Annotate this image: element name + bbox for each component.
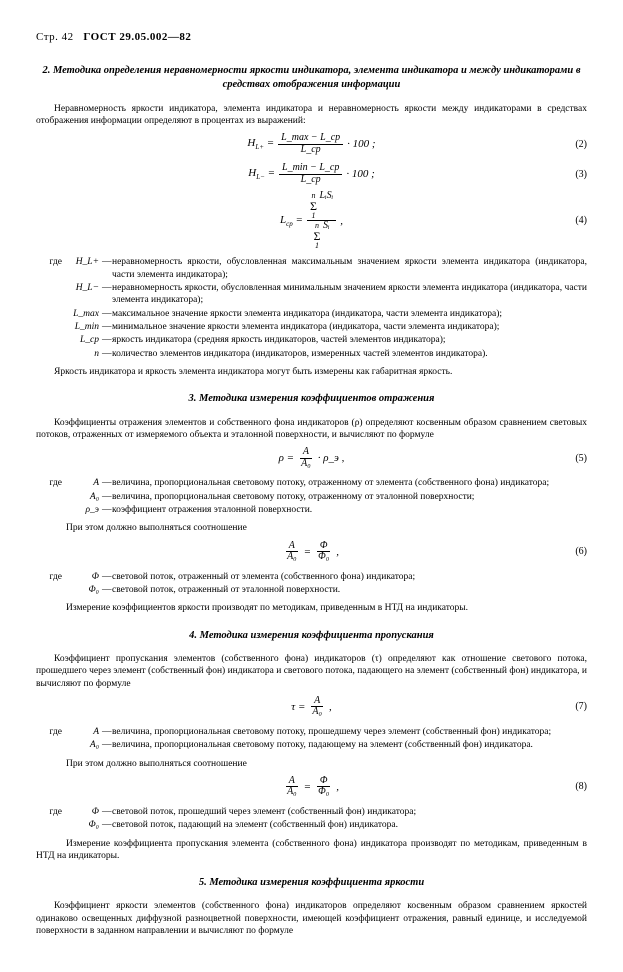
def-lead xyxy=(36,819,65,831)
def-symbol: Φ₀ xyxy=(65,584,102,596)
def-text: величина, пропорциональная световому пот… xyxy=(112,726,587,738)
s5-p1: Коэффициент яркости элементов (собственн… xyxy=(36,900,587,937)
def-symbol: A₀ xyxy=(65,491,102,503)
def-text: количество элементов индикатора (индикат… xyxy=(112,348,587,360)
def-row: A₀—величина, пропорциональная световому … xyxy=(36,739,587,751)
def-lead xyxy=(36,504,65,516)
def-lead xyxy=(36,282,65,307)
def-text: световой поток, отраженный от элемента (… xyxy=(112,571,587,583)
s3-defs2: гдеΦ—световой поток, отраженный от элеме… xyxy=(36,571,587,597)
section-3-title: 3. Методика измерения коэффициентов отра… xyxy=(36,392,587,406)
def-text: коэффициент отражения эталонной поверхно… xyxy=(112,504,587,516)
def-text: максимальное значение яркости элемента и… xyxy=(112,308,587,320)
def-row: гдеH_L+—неравномерность яркости, обуслов… xyxy=(36,256,587,281)
def-symbol: L_min xyxy=(65,321,102,333)
s2-p1: Неравномерность яркости индикатора, элем… xyxy=(36,103,587,128)
eqnum-4: (4) xyxy=(575,214,587,227)
def-lead: где xyxy=(36,571,65,583)
formula-5: ρ = AA₀ · ρ_э , (5) xyxy=(36,445,587,471)
def-row: гдеΦ—световой поток, прошедший через эле… xyxy=(36,806,587,818)
def-lead: где xyxy=(36,256,65,281)
s3-defs1: гдеA—величина, пропорциональная световом… xyxy=(36,477,587,516)
def-row: Φ₀—световой поток, падающий на элемент (… xyxy=(36,819,587,831)
def-lead: где xyxy=(36,806,65,818)
def-text: величина, пропорциональная световому пот… xyxy=(112,739,587,751)
def-text: неравномерность яркости, обусловленная м… xyxy=(112,282,587,307)
def-lead xyxy=(36,739,65,751)
def-symbol: A xyxy=(65,477,102,489)
def-row: гдеA—величина, пропорциональная световом… xyxy=(36,477,587,489)
eqnum-3: (3) xyxy=(575,168,587,181)
def-text: световой поток, прошедший через элемент … xyxy=(112,806,587,818)
def-row: H_L−—неравномерность яркости, обусловлен… xyxy=(36,282,587,307)
def-lead xyxy=(36,348,65,360)
formula-4: Lср = nΣ1 LᵢSᵢ nΣ1 Sᵢ , (4) xyxy=(36,191,587,250)
eqnum-7: (7) xyxy=(575,700,587,713)
formula-2: HL+ = L_max − L_срL_ср · 100 ; (2) xyxy=(36,131,587,157)
formula-8: AA₀ = ΦΦ₀ , (8) xyxy=(36,774,587,800)
def-row: гдеA—величина, пропорциональная световом… xyxy=(36,726,587,738)
def-text: световой поток, отраженный от эталонной … xyxy=(112,584,587,596)
def-lead: где xyxy=(36,726,65,738)
def-text: величина, пропорциональная световому пот… xyxy=(112,491,587,503)
s2-p2: Яркость индикатора и яркость элемента ин… xyxy=(36,366,587,378)
def-symbol: Φ xyxy=(65,806,102,818)
def-row: гдеΦ—световой поток, отраженный от элеме… xyxy=(36,571,587,583)
def-row: L_max—максимальное значение яркости элем… xyxy=(36,308,587,320)
def-row: n—количество элементов индикатора (индик… xyxy=(36,348,587,360)
s3-p3: Измерение коэффициентов яркости производ… xyxy=(36,602,587,614)
s4-p3: Измерение коэффициента пропускания элеме… xyxy=(36,838,587,863)
def-symbol: L_ср xyxy=(65,334,102,346)
formula-7: τ = AA₀ , (7) xyxy=(36,694,587,720)
s3-p2: При этом должно выполняться соотношение xyxy=(36,522,587,534)
formula-6: AA₀ = ΦΦ₀ , (6) xyxy=(36,539,587,565)
def-symbol: L_max xyxy=(65,308,102,320)
section-5-title: 5. Методика измерения коэффициента яркос… xyxy=(36,876,587,890)
def-lead xyxy=(36,321,65,333)
page-header: Стр. 42 ГОСТ 29.05.002—82 xyxy=(36,30,587,44)
def-lead xyxy=(36,491,65,503)
s4-defs1: гдеA—величина, пропорциональная световом… xyxy=(36,726,587,752)
def-row: ρ_э—коэффициент отражения эталонной пове… xyxy=(36,504,587,516)
doc-id: ГОСТ 29.05.002—82 xyxy=(83,31,191,43)
eqnum-6: (6) xyxy=(575,545,587,558)
def-lead: где xyxy=(36,477,65,489)
eqnum-8: (8) xyxy=(575,780,587,793)
def-symbol: A₀ xyxy=(65,739,102,751)
def-symbol: Φ₀ xyxy=(65,819,102,831)
def-row: Φ₀—световой поток, отраженный от эталонн… xyxy=(36,584,587,596)
s4-p2: При этом должно выполняться соотношение xyxy=(36,758,587,770)
def-text: минимальное значение яркости элемента ин… xyxy=(112,321,587,333)
formula-3: HL− = L_min − L_срL_ср · 100 ; (3) xyxy=(36,161,587,187)
s2-defs: гдеH_L+—неравномерность яркости, обуслов… xyxy=(36,256,587,360)
def-row: A₀—величина, пропорциональная световому … xyxy=(36,491,587,503)
def-text: яркость индикатора (средняя яркость инди… xyxy=(112,334,587,346)
s4-defs2: гдеΦ—световой поток, прошедший через эле… xyxy=(36,806,587,832)
eqnum-2: (2) xyxy=(575,138,587,151)
def-symbol: n xyxy=(65,348,102,360)
def-text: световой поток, падающий на элемент (соб… xyxy=(112,819,587,831)
def-symbol: Φ xyxy=(65,571,102,583)
section-4-title: 4. Методика измерения коэффициента пропу… xyxy=(36,629,587,643)
page-number: Стр. 42 xyxy=(36,31,74,43)
def-lead xyxy=(36,334,65,346)
def-symbol: A xyxy=(65,726,102,738)
def-symbol: ρ_э xyxy=(65,504,102,516)
def-symbol: H_L+ xyxy=(65,256,102,281)
def-lead xyxy=(36,584,65,596)
s3-p1: Коэффициенты отражения элементов и собст… xyxy=(36,417,587,442)
def-text: величина, пропорциональная световому пот… xyxy=(112,477,587,489)
def-symbol: H_L− xyxy=(65,282,102,307)
def-row: L_min—минимальное значение яркости элеме… xyxy=(36,321,587,333)
def-lead xyxy=(36,308,65,320)
s4-p1: Коэффициент пропускания элементов (собст… xyxy=(36,653,587,690)
def-row: L_ср—яркость индикатора (средняя яркость… xyxy=(36,334,587,346)
def-text: неравномерность яркости, обусловленная м… xyxy=(112,256,587,281)
eqnum-5: (5) xyxy=(575,452,587,465)
section-2-title: 2. Методика определения неравномерности … xyxy=(36,64,587,92)
